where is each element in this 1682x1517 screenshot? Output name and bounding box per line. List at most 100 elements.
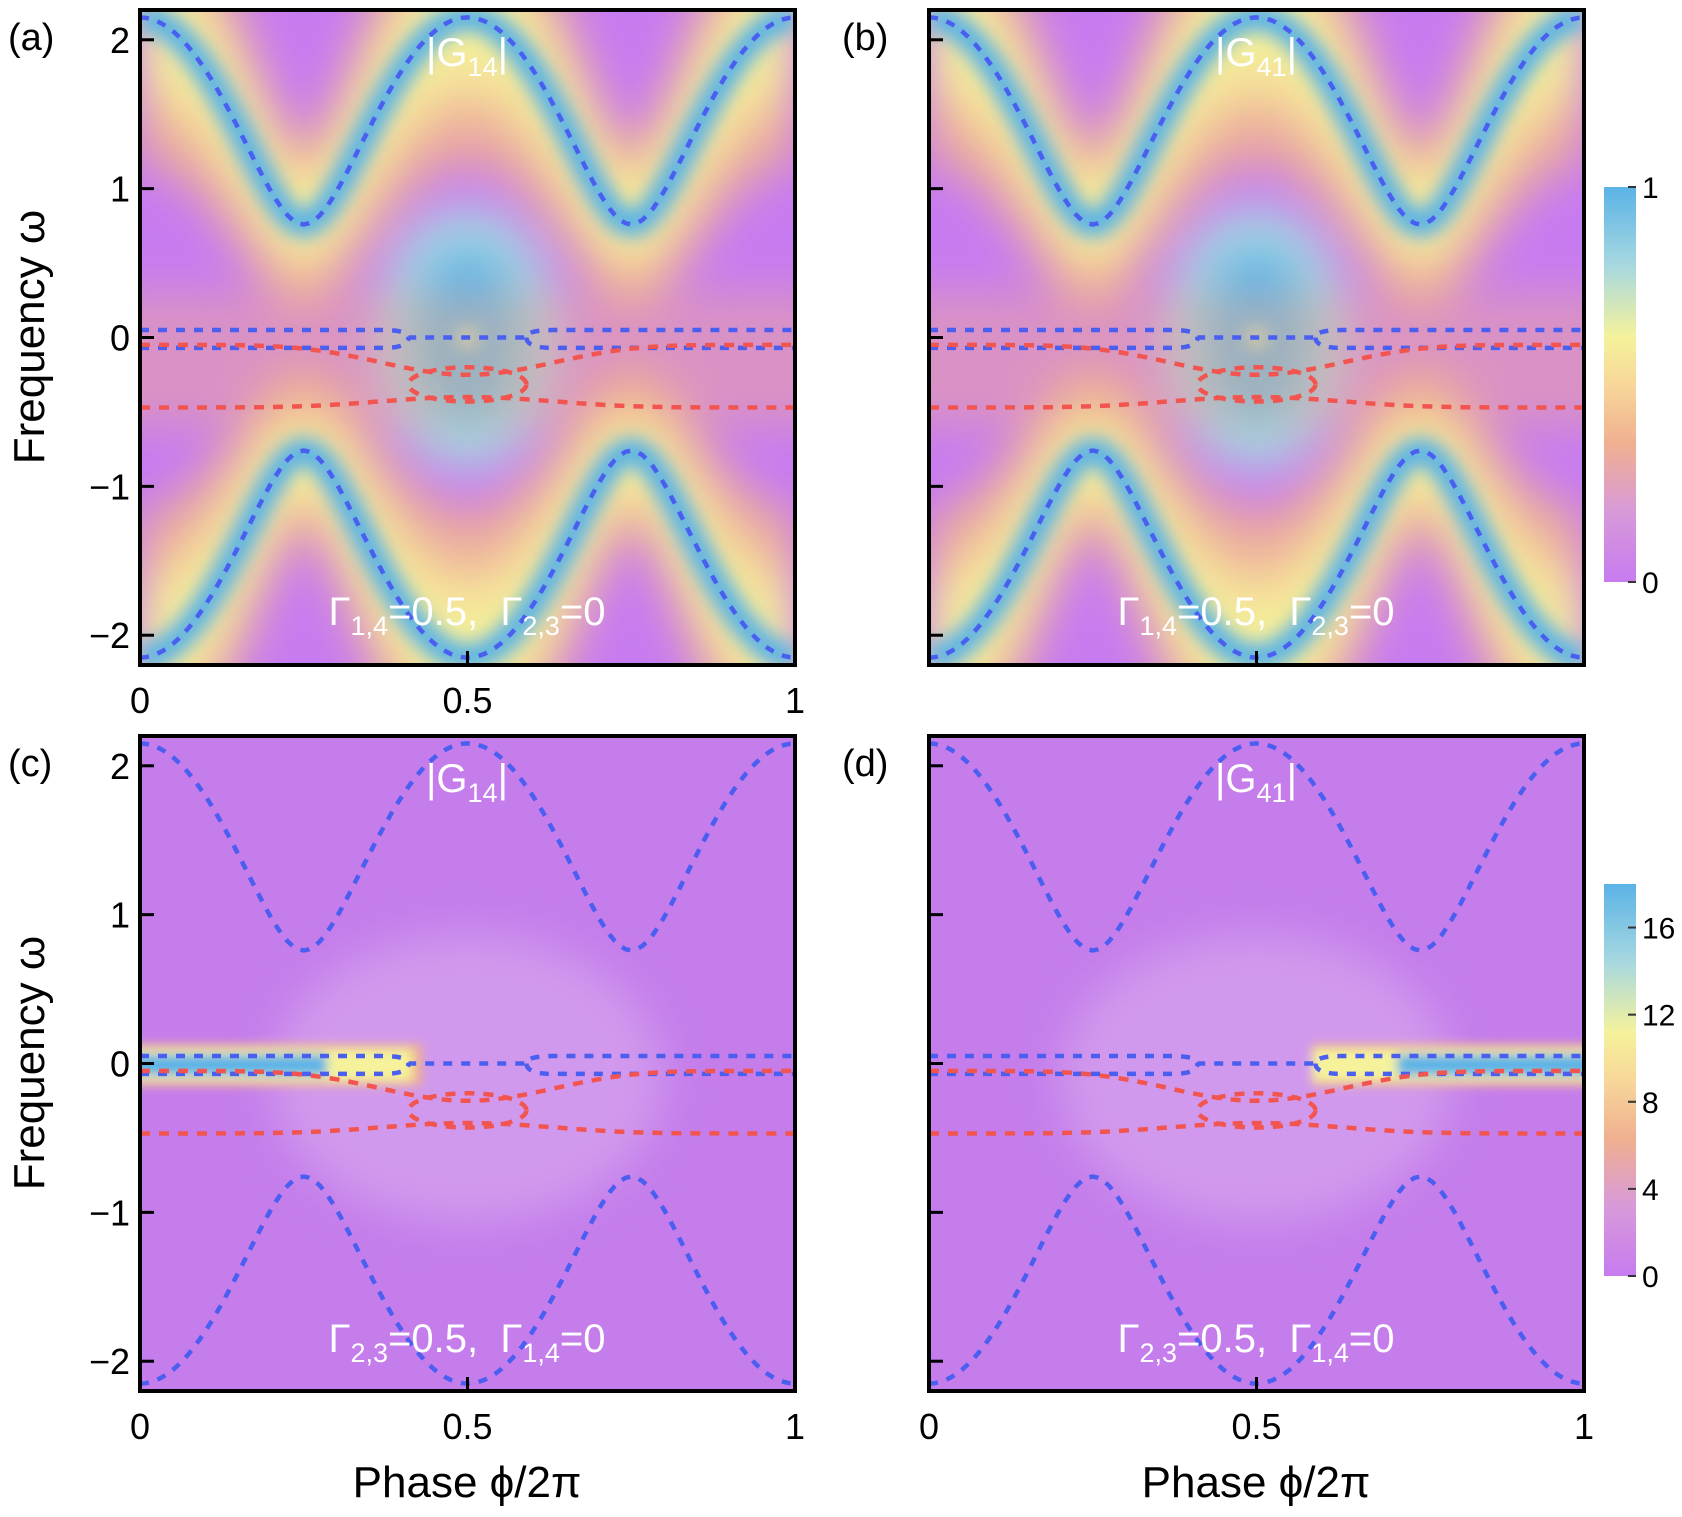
curve-red-lower (929, 1120, 1584, 1136)
heat-zero-band (140, 292, 795, 427)
title-end-c: | (498, 757, 508, 801)
param2-sub-a: 2,3 (522, 611, 560, 641)
title-main-d: |G (1215, 757, 1257, 801)
heatmap-title-c: |G14| (426, 757, 508, 808)
xtick-label: 0.5 (442, 680, 492, 721)
colorbar-top-gradient (1604, 187, 1636, 582)
curve-red-lower (929, 394, 1584, 410)
ytick-label: −2 (89, 615, 130, 656)
param2-val-c: =0 (560, 1317, 606, 1361)
curve-red-loop (406, 1090, 529, 1130)
colorbar-label: 16 (1642, 913, 1675, 946)
ytick-label: 0 (110, 1044, 130, 1085)
curve-red-upper (929, 342, 1584, 377)
xtick-label: 0 (919, 1406, 939, 1447)
xtick-label: 0 (130, 680, 150, 721)
panel-a: 210−1−20 0.5 1 (a) |G14| Γ1,4=0.5, Γ2,3=0 … (5, 8, 805, 721)
curve-blue-flat-upper (140, 1053, 795, 1066)
curve-red-lower (140, 1120, 795, 1136)
curve-blue-upper (140, 15, 795, 227)
param-annotation-d: Γ2,3=0.5, Γ1,4=0 (1117, 1317, 1394, 1368)
param1-sym-d: Γ (1117, 1317, 1139, 1361)
ytick-label: 1 (110, 895, 130, 936)
param2-val-d: =0 (1349, 1317, 1395, 1361)
colorbar-label: 12 (1642, 1000, 1675, 1033)
title-main-a: |G (426, 31, 468, 75)
ticks-d: 0 0.5 1 (919, 764, 1594, 1447)
heat-upper-band-2 (140, 10, 795, 258)
heat-upper-band-2 (929, 10, 1584, 258)
ytick-label: −1 (89, 466, 130, 507)
panel-label-d: (d) (842, 743, 888, 785)
colorbar-label: 8 (1642, 1087, 1659, 1120)
param1-sub-b: 1,4 (1139, 611, 1177, 641)
heatmap-a (140, 10, 795, 665)
curve-red-lower (140, 394, 795, 410)
heat-strip (140, 1044, 422, 1086)
colorbar-top: 10 (1604, 172, 1659, 600)
heat-center-haze (271, 934, 664, 1223)
param2-sym-c: Γ (500, 1317, 522, 1361)
title-sub-a: 14 (468, 52, 498, 82)
xtick-label: 1 (1574, 1406, 1594, 1447)
panel-label-a: (a) (8, 17, 54, 59)
heatmap-title-b: |G41| (1215, 31, 1297, 82)
curve-blue-upper (929, 741, 1584, 953)
colorbar-bottom-ticks: 16 12 8 4 0 (1628, 913, 1675, 1294)
param2-sub-c: 1,4 (522, 1338, 560, 1368)
ytick-label: 2 (110, 746, 130, 787)
ylabel-a: Frequency ω (5, 210, 54, 464)
curve-blue-flat-upper (929, 327, 1584, 340)
curve-blue-flat-upper (929, 1053, 1584, 1066)
heat-lower-band-2 (929, 417, 1584, 665)
curve-blue-flat-lower (140, 337, 795, 351)
heat-lower-band-2 (140, 417, 795, 665)
heatmap-b (929, 10, 1584, 665)
ticks-a: 210−1−20 0.5 1 (89, 20, 805, 721)
xtick-label: 1 (785, 680, 805, 721)
curve-red-upper (140, 1068, 795, 1103)
colorbar-label: 0 (1642, 1261, 1659, 1294)
param1-sub-c: 2,3 (350, 1338, 388, 1368)
panel-label-c: (c) (8, 743, 52, 785)
heat-zero-band (929, 292, 1584, 427)
heat-soft (1060, 934, 1453, 1223)
curve-red-upper (140, 342, 795, 377)
title-main-c: |G (426, 757, 468, 801)
title-end-a: | (498, 31, 508, 75)
title-end-d: | (1287, 757, 1297, 801)
ticks-c: 210−1−20 0.5 1 (89, 746, 805, 1447)
xlabel-d: Phase ϕ/2π (1142, 1458, 1371, 1507)
title-end-b: | (1287, 31, 1297, 75)
param1-sym-b: Γ (1117, 590, 1139, 634)
panel-label-b: (b) (842, 17, 888, 59)
param1-val-a: =0.5, (388, 590, 500, 634)
param1-sub-d: 2,3 (1139, 1338, 1177, 1368)
param-annotation-a: Γ1,4=0.5, Γ2,3=0 (328, 590, 605, 641)
param1-sub-a: 1,4 (350, 611, 388, 641)
param1-sym-c: Γ (328, 1317, 350, 1361)
curve-blue-flat-upper (140, 327, 795, 340)
colorbar-label: 4 (1642, 1174, 1659, 1207)
xlabel-c: Phase ϕ/2π (353, 1458, 582, 1507)
param1-val-d: =0.5, (1177, 1317, 1289, 1361)
param-annotation-c: Γ2,3=0.5, Γ1,4=0 (328, 1317, 605, 1368)
curve-blue-upper (929, 15, 1584, 227)
heat-soft (271, 934, 664, 1223)
xtick-label: 0.5 (1231, 1406, 1281, 1447)
heat-center-haze (1060, 934, 1453, 1223)
curve-red-loop (1195, 364, 1318, 404)
param2-sym-d: Γ (1289, 1317, 1311, 1361)
panel-b: (b) |G41| Γ1,4=0.5, Γ2,3=0 (842, 8, 1586, 667)
param-annotation-b: Γ1,4=0.5, Γ2,3=0 (1117, 590, 1394, 641)
heatmap-d (929, 736, 1584, 1391)
ytick-label: 1 (110, 169, 130, 210)
curve-red-loop (406, 364, 529, 404)
ytick-label: −1 (89, 1192, 130, 1233)
param2-val-b: =0 (1349, 590, 1395, 634)
colorbar-top-ticks: 10 (1628, 172, 1659, 600)
title-sub-b: 41 (1257, 52, 1287, 82)
param2-val-a: =0 (560, 590, 606, 634)
curve-red-upper (929, 1068, 1584, 1103)
